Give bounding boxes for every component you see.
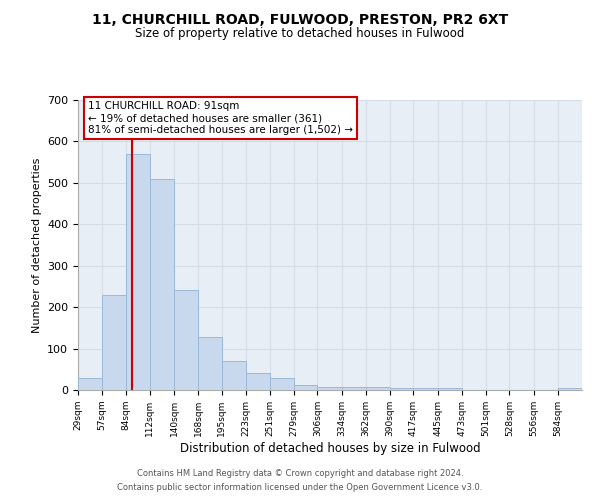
Bar — [221, 361, 246, 390]
Bar — [198, 337, 221, 390]
Bar — [102, 294, 125, 390]
Bar — [341, 386, 366, 390]
Bar — [317, 386, 341, 390]
Bar — [413, 388, 437, 390]
Bar — [558, 388, 582, 390]
Bar — [150, 178, 174, 390]
Bar — [437, 388, 462, 390]
Bar — [78, 378, 102, 390]
Text: Size of property relative to detached houses in Fulwood: Size of property relative to detached ho… — [136, 28, 464, 40]
Text: Contains HM Land Registry data © Crown copyright and database right 2024.: Contains HM Land Registry data © Crown c… — [137, 468, 463, 477]
Bar — [270, 378, 294, 390]
Bar — [246, 372, 270, 390]
Bar — [366, 386, 390, 390]
Text: 11 CHURCHILL ROAD: 91sqm
← 19% of detached houses are smaller (361)
81% of semi-: 11 CHURCHILL ROAD: 91sqm ← 19% of detach… — [88, 102, 353, 134]
Text: Contains public sector information licensed under the Open Government Licence v3: Contains public sector information licen… — [118, 484, 482, 492]
Bar — [125, 154, 150, 390]
Bar — [294, 385, 317, 390]
Bar — [174, 290, 198, 390]
X-axis label: Distribution of detached houses by size in Fulwood: Distribution of detached houses by size … — [179, 442, 481, 454]
Text: 11, CHURCHILL ROAD, FULWOOD, PRESTON, PR2 6XT: 11, CHURCHILL ROAD, FULWOOD, PRESTON, PR… — [92, 12, 508, 26]
Y-axis label: Number of detached properties: Number of detached properties — [32, 158, 41, 332]
Bar — [390, 388, 413, 390]
